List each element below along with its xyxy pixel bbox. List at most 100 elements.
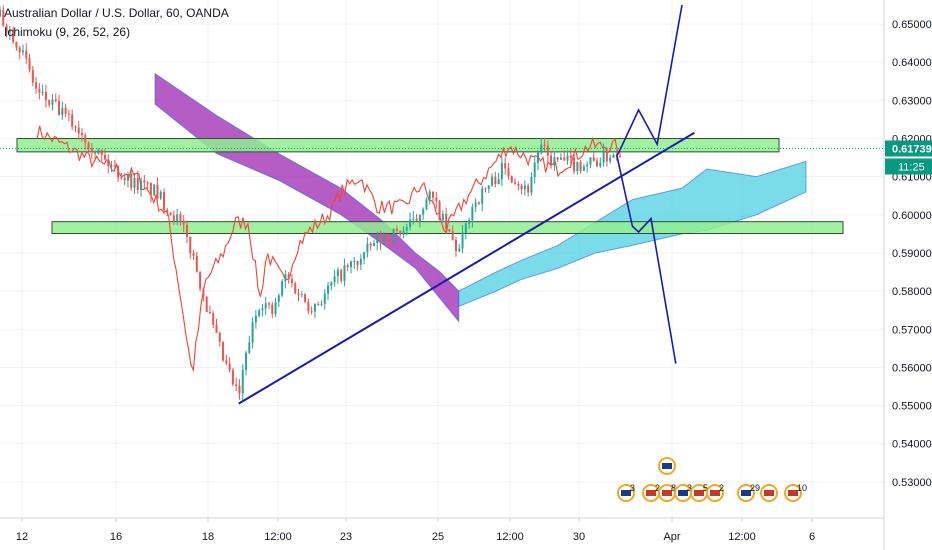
indicator-label[interactable]: Ichimoku (9, 26, 52, 26) [4, 25, 131, 39]
candle-body [412, 218, 415, 220]
bearish-scenario-path [616, 149, 677, 364]
candle-body [520, 185, 523, 190]
candle-body [251, 322, 254, 343]
price-axis-label: 0.57000 [892, 324, 932, 336]
candle-body [573, 157, 576, 172]
time-axis-label: 12:00 [264, 531, 292, 543]
candle-body [195, 255, 198, 272]
candle-body [464, 223, 467, 233]
candle-body [31, 69, 34, 83]
candle-body [523, 185, 526, 190]
candle-body [35, 82, 38, 89]
event-flag-count: 29 [750, 483, 760, 493]
candle-body [592, 157, 595, 161]
candle-body [159, 192, 162, 199]
candle-body [527, 185, 530, 193]
candle-body [596, 160, 599, 167]
flag-emblem-icon [662, 490, 672, 496]
price-axis-label: 0.54000 [892, 439, 932, 451]
candle-body [569, 155, 572, 158]
candle-body [333, 276, 336, 283]
candle-body [254, 315, 257, 323]
event-flag-count: 10 [797, 483, 807, 493]
candle-body [153, 184, 156, 196]
candle-body [372, 243, 375, 246]
candle-body [563, 157, 566, 161]
candle-body [517, 183, 520, 186]
flag-emblem-icon [788, 490, 798, 496]
candle-body [582, 166, 585, 171]
candle-body [77, 127, 80, 134]
candle-body [343, 265, 346, 281]
candle-body [117, 165, 120, 178]
candle-body [64, 107, 67, 114]
candle-body [317, 303, 320, 305]
candle-body [514, 182, 517, 184]
candle-body [74, 126, 77, 128]
candle-body [231, 370, 234, 385]
candle-body [274, 301, 277, 314]
candle-body [530, 177, 533, 193]
candle-body [215, 325, 218, 333]
candle-body [386, 236, 389, 241]
candle-body [205, 296, 208, 313]
candle-body [507, 168, 510, 177]
candle-body [51, 99, 54, 105]
time-axis-label: 16 [110, 531, 122, 543]
candle-body [546, 145, 549, 156]
candle-body [418, 214, 421, 221]
candle-body [107, 159, 110, 167]
candle-body [327, 285, 330, 294]
candle-body [25, 50, 28, 59]
candle-body [140, 180, 143, 191]
candle-body [336, 269, 339, 277]
candle-body [448, 229, 451, 232]
candle-body [146, 182, 149, 184]
countdown-tag [885, 158, 932, 175]
candle-body [330, 282, 333, 286]
flag-emblem-icon [621, 490, 631, 496]
candle-body [297, 293, 300, 295]
candle-body [290, 279, 293, 284]
candle-body [438, 201, 441, 221]
candle-body [454, 239, 457, 251]
candle-body [100, 149, 103, 155]
candle-body [477, 202, 480, 204]
candle-body [267, 303, 270, 305]
candle-body [48, 100, 51, 105]
symbol-title[interactable]: Australian Dollar / U.S. Dollar, 60, OAN… [4, 6, 229, 20]
candle-body [8, 29, 11, 33]
last-price-value: 0.61739 [892, 143, 932, 155]
candle-body [228, 363, 231, 371]
candle-body [602, 150, 605, 163]
candle-body [356, 261, 359, 265]
candle-body [307, 301, 310, 312]
candle-body [487, 185, 490, 189]
candle-body [441, 213, 444, 221]
bullish-scenario-path [619, 4, 683, 151]
candle-body [422, 209, 425, 215]
price-axis-label: 0.56000 [892, 362, 932, 374]
lagging-span-line [36, 125, 619, 373]
candle-body [97, 149, 100, 154]
candle-body [313, 303, 316, 312]
last-price-tag [885, 140, 932, 157]
candle-body [389, 240, 392, 243]
candle-body [605, 150, 608, 162]
price-axis-label: 0.59000 [892, 248, 932, 260]
candle-body [12, 29, 15, 42]
price-axis-label: 0.65000 [892, 19, 932, 31]
time-axis-label: 30 [573, 531, 585, 543]
candle-body [612, 154, 615, 158]
candle-body [382, 236, 385, 244]
candle-body [54, 99, 57, 102]
candle-body [310, 311, 313, 313]
flag-emblem-icon [662, 463, 672, 469]
time-axis-label: 12 [16, 531, 28, 543]
candle-body [172, 215, 175, 222]
candle-body [304, 294, 307, 302]
candle-body [185, 224, 188, 237]
candle-body [458, 248, 461, 251]
time-axis-label: 18 [202, 531, 214, 543]
